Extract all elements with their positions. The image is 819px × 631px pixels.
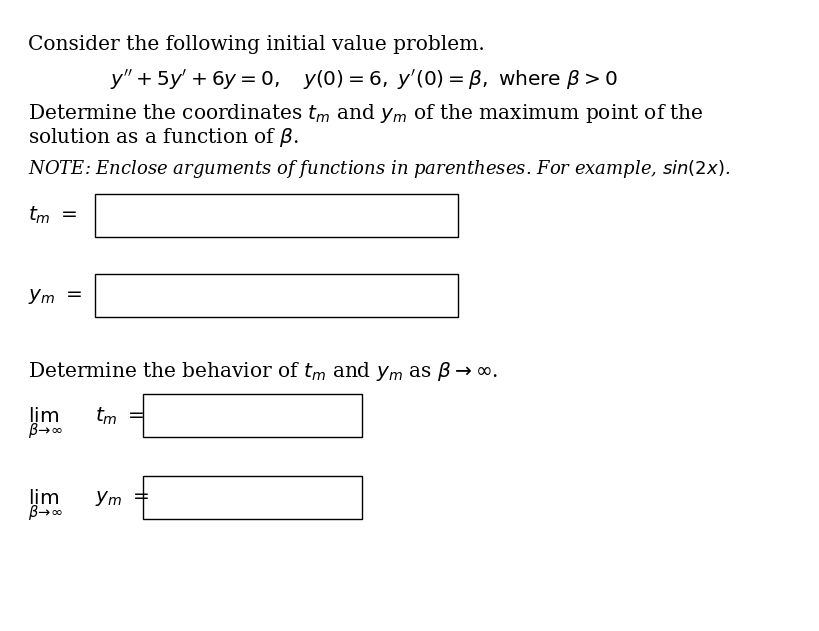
Text: $y'' + 5y' + 6y = 0, \quad y(0) = 6,\ y'(0) = \beta,\ \text{where}\ \beta > 0$: $y'' + 5y' + 6y = 0, \quad y(0) = 6,\ y'… [110,68,618,91]
Text: Determine the coordinates $t_m$ and $y_m$ of the maximum point of the: Determine the coordinates $t_m$ and $y_m… [28,102,704,125]
Text: NOTE: Enclose arguments of functions in parentheses. For example, $sin(2x)$.: NOTE: Enclose arguments of functions in … [28,158,730,180]
FancyBboxPatch shape [94,194,459,237]
Text: $t_m\ =$: $t_m\ =$ [94,406,144,427]
Text: $y_m\ =$: $y_m\ =$ [94,489,148,508]
Text: $\beta\!\to\!\infty$: $\beta\!\to\!\infty$ [28,503,63,522]
FancyBboxPatch shape [143,476,361,519]
FancyBboxPatch shape [94,274,459,317]
Text: $t_m\ =$: $t_m\ =$ [28,205,77,227]
Text: $\lim$: $\lim$ [28,407,59,426]
Text: Determine the behavior of $t_m$ and $y_m$ as $\beta \to \infty$.: Determine the behavior of $t_m$ and $y_m… [28,360,498,382]
Text: $\lim$: $\lim$ [28,489,59,508]
Text: solution as a function of $\beta$.: solution as a function of $\beta$. [28,126,299,149]
Text: $\beta\!\to\!\infty$: $\beta\!\to\!\infty$ [28,421,63,440]
Text: Consider the following initial value problem.: Consider the following initial value pro… [28,35,484,54]
Text: $y_m\ =$: $y_m\ =$ [28,287,82,306]
FancyBboxPatch shape [143,394,361,437]
